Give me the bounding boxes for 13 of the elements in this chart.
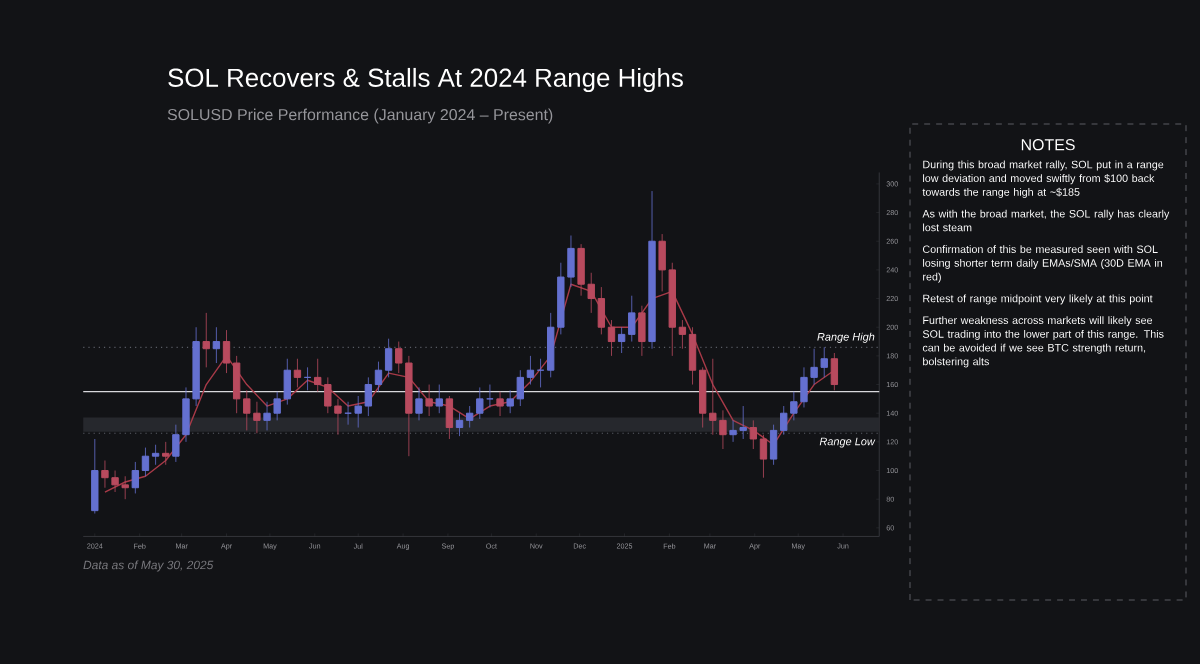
- candlestick: [91, 438, 99, 514]
- candlestick: [638, 305, 646, 357]
- candlestick: [162, 441, 170, 466]
- candlestick: [445, 395, 454, 440]
- candlestick: [496, 391, 504, 417]
- candlestick: [212, 326, 221, 364]
- candlestick: [425, 384, 433, 417]
- candlestick: [830, 352, 839, 391]
- chart-title: SOL Recovers & Stalls At 2024 Range Highs: [168, 67, 683, 93]
- candlestick: [293, 358, 302, 388]
- candlestick: [435, 384, 443, 414]
- candlestick: [415, 387, 423, 421]
- candlestick: [202, 312, 210, 368]
